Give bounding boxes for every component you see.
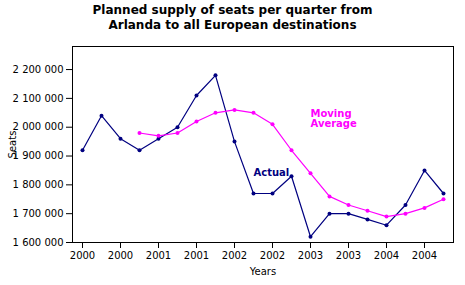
svg-text:1 700 000: 1 700 000	[13, 208, 64, 219]
svg-text:2 000 000: 2 000 000	[13, 121, 64, 132]
svg-text:2001: 2001	[146, 250, 171, 261]
svg-text:1 800 000: 1 800 000	[13, 179, 64, 190]
svg-text:2 100 000: 2 100 000	[13, 93, 64, 104]
svg-text:MovingAverage: MovingAverage	[311, 108, 358, 129]
svg-text:2002: 2002	[260, 250, 285, 261]
svg-text:Years: Years	[249, 266, 276, 277]
svg-text:Actual: Actual	[254, 167, 290, 178]
svg-text:2002: 2002	[222, 250, 247, 261]
svg-text:2000: 2000	[108, 250, 133, 261]
html-text:Planned supply of seats per qu: Planned supply of seats per quarter from…	[92, 3, 373, 32]
svg-text:1 900 000: 1 900 000	[13, 150, 64, 161]
svg-text:2001: 2001	[184, 250, 209, 261]
svg-text:1 600 000: 1 600 000	[13, 237, 64, 248]
svg-text:Seats: Seats	[7, 131, 18, 159]
svg-text:2000: 2000	[70, 250, 95, 261]
svg-text:2 200 000: 2 200 000	[13, 64, 64, 75]
svg-text:2004: 2004	[412, 250, 437, 261]
svg-text:2004: 2004	[374, 250, 399, 261]
svg-text:2003: 2003	[336, 250, 361, 261]
svg-text:2003: 2003	[298, 250, 323, 261]
